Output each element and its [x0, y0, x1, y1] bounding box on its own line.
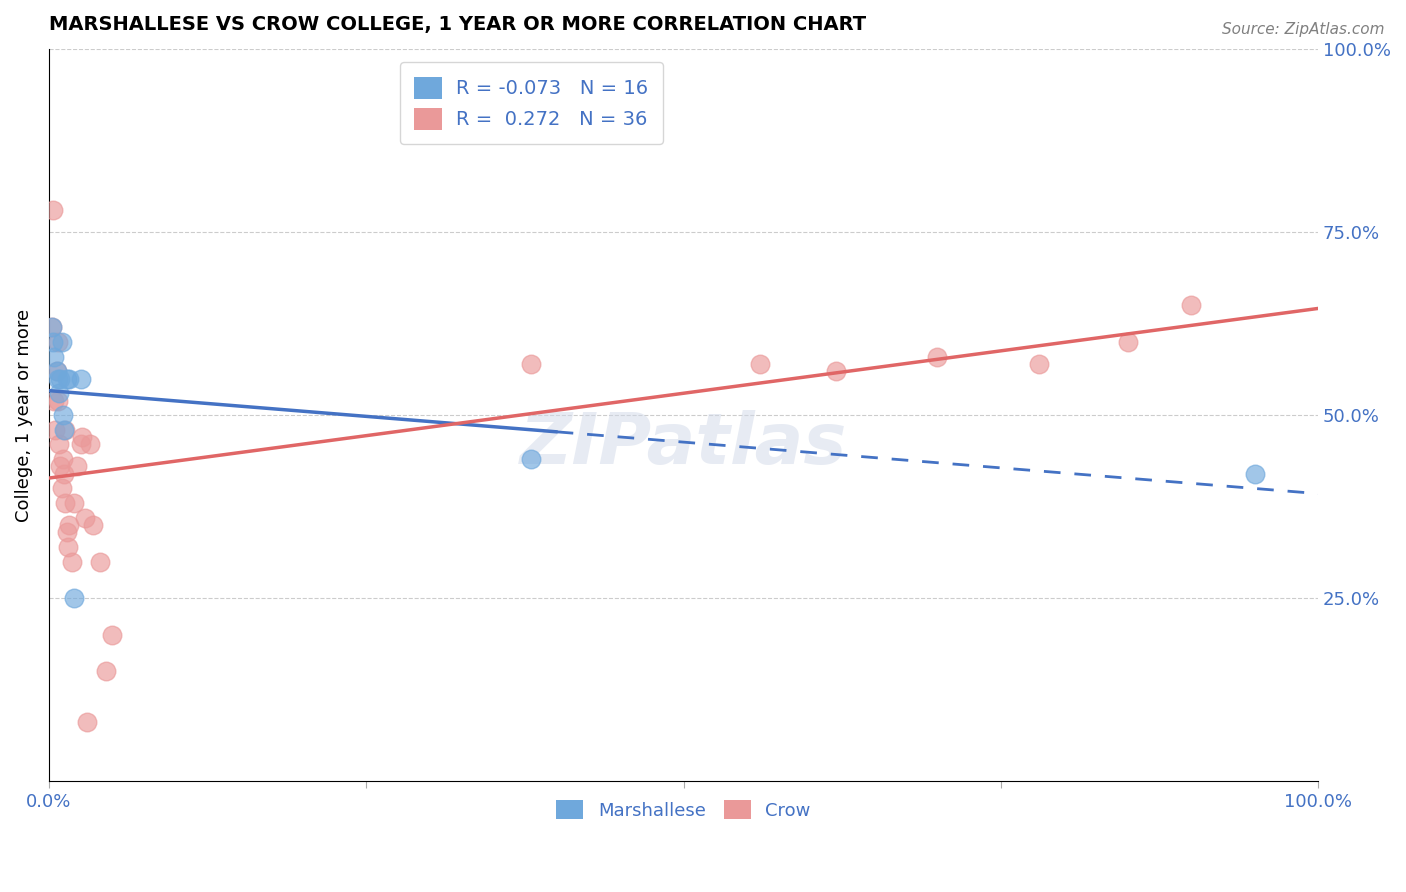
Point: [66, 459, 89, 474]
Point: [46, 393, 69, 408]
Point: [46, 371, 69, 385]
Y-axis label: College, 1 year or more: College, 1 year or more: [15, 309, 32, 522]
Point: [63, 591, 86, 606]
Point: [51, 482, 73, 496]
Point: [45, 364, 67, 378]
Point: [52, 452, 75, 467]
Point: [1116, 334, 1139, 349]
Point: [52, 408, 75, 422]
Point: [42, 334, 65, 349]
Point: [42, 393, 65, 408]
Point: [927, 350, 949, 364]
Point: [48, 437, 70, 451]
Point: [46, 334, 69, 349]
Point: [69, 371, 91, 385]
Point: [824, 364, 846, 378]
Point: [49, 459, 72, 474]
Point: [101, 628, 124, 642]
Point: [56, 540, 79, 554]
Point: [60, 555, 83, 569]
Point: [55, 496, 77, 510]
Point: [55, 371, 77, 385]
Point: [748, 357, 770, 371]
Text: ZIPatlas: ZIPatlas: [520, 410, 848, 479]
Point: [41, 320, 63, 334]
Point: [42, 350, 65, 364]
Point: [44, 423, 66, 437]
Legend: Marshallese, Crow: Marshallese, Crow: [550, 793, 818, 827]
Point: [58, 371, 80, 385]
Point: [76, 715, 98, 730]
Point: [45, 364, 67, 378]
Point: [79, 437, 101, 451]
Point: [1243, 467, 1265, 481]
Point: [58, 518, 80, 533]
Point: [82, 518, 104, 533]
Point: [1180, 298, 1202, 312]
Point: [63, 496, 86, 510]
Point: [73, 510, 96, 524]
Point: [49, 371, 72, 385]
Point: [53, 467, 76, 481]
Point: [41, 320, 63, 334]
Point: [70, 430, 93, 444]
Point: [520, 357, 543, 371]
Point: [48, 386, 70, 401]
Point: [55, 423, 77, 437]
Point: [42, 203, 65, 218]
Text: Source: ZipAtlas.com: Source: ZipAtlas.com: [1222, 22, 1385, 37]
Point: [1028, 357, 1050, 371]
Point: [94, 665, 117, 679]
Text: MARSHALLESE VS CROW COLLEGE, 1 YEAR OR MORE CORRELATION CHART: MARSHALLESE VS CROW COLLEGE, 1 YEAR OR M…: [49, 15, 866, 34]
Point: [69, 437, 91, 451]
Point: [51, 334, 73, 349]
Point: [53, 423, 76, 437]
Point: [89, 555, 111, 569]
Point: [520, 452, 543, 467]
Point: [55, 525, 77, 540]
